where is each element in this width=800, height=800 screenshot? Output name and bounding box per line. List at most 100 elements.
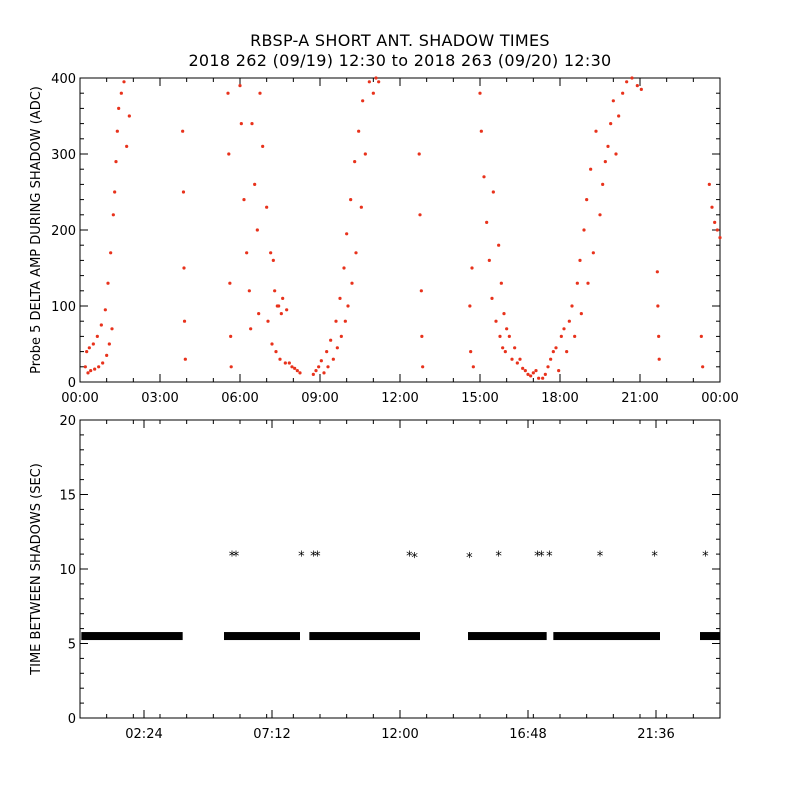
top-y-tick-label: 400 (51, 72, 76, 87)
shadow-interval-outlier: * (411, 551, 418, 566)
shadow-amp-point (468, 304, 472, 308)
top-x-tick-label: 00:00 (61, 391, 98, 406)
shadow-amp-point (119, 91, 123, 95)
shadow-amp-point (487, 258, 491, 262)
shadow-amp-point (103, 308, 107, 312)
shadow-amp-point (715, 228, 719, 232)
shadow-amp-point (609, 122, 613, 126)
bottom-plot-frame (79, 419, 721, 719)
top-plot-frame (79, 77, 721, 383)
shadow-amp-point (345, 232, 349, 236)
shadow-amp-point (363, 152, 367, 156)
shadow-interval-outlier: * (534, 550, 541, 565)
bottom-x-tick-label: 07:12 (253, 727, 290, 742)
shadow-amp-point (245, 251, 249, 255)
shadow-amp-point (314, 369, 318, 373)
shadow-amp-point (261, 144, 265, 148)
shadow-amp-point (494, 319, 498, 323)
shadow-amp-point (334, 319, 338, 323)
shadow-amp-point (490, 296, 494, 300)
shadow-amp-point (183, 357, 187, 361)
bottom-y-tick-label: 20 (59, 414, 76, 429)
shadow-amp-point (87, 346, 91, 350)
top-y-tick-label: 200 (51, 224, 76, 239)
shadow-amp-point (635, 84, 639, 88)
shadow-amp-point (575, 281, 579, 285)
shadow-interval-outlier: * (702, 550, 709, 565)
shadow-amp-point (342, 266, 346, 270)
shadow-amp-point (502, 312, 506, 316)
shadow-amp-point (277, 304, 281, 308)
shadow-amp-point (350, 281, 354, 285)
shadow-amp-point (603, 160, 607, 164)
shadow-amp-point (293, 366, 297, 370)
shadow-interval-outlier: * (310, 550, 317, 565)
shadow-amp-point (278, 357, 282, 361)
shadow-amp-point (541, 376, 545, 380)
shadow-amp-point (591, 251, 595, 255)
bottom-y-axis-label: TIME BETWEEN SHADOWS (SEC) (29, 463, 44, 676)
shadow-amp-point (534, 369, 538, 373)
shadow-amp-point (122, 80, 126, 84)
bottom-x-tick-label: 21:36 (637, 727, 674, 742)
shadow-amp-point (513, 346, 517, 350)
shadow-interval-outlier: * (466, 551, 473, 566)
shadow-amp-point (614, 152, 618, 156)
shadow-amp-point (710, 205, 714, 209)
shadow-amp-point (250, 122, 254, 126)
bottom-y-tick-label: 5 (68, 638, 76, 653)
shadow-amp-point (521, 366, 525, 370)
shadow-amp-point (255, 228, 259, 232)
shadow-amp-point (594, 129, 598, 133)
shadow-amp-point (331, 357, 335, 361)
top-x-tick-label: 09:00 (301, 391, 338, 406)
top-panel: 00:00 03:00 06:00 09:00 12:00 15:00 18:00 21:00… (29, 72, 739, 406)
shadow-amp-point (469, 350, 473, 354)
shadow-interval-band (309, 632, 420, 641)
shadow-amp-point (701, 365, 705, 369)
shadow-amp-point (570, 304, 574, 308)
shadow-amp-point (582, 228, 586, 232)
shadow-amp-point (531, 371, 535, 375)
shadow-amp-point (419, 289, 423, 293)
shadow-amp-point (95, 334, 99, 338)
shadow-interval-outlier: * (314, 550, 321, 565)
shadow-amp-point (110, 327, 114, 331)
shadow-amp-point (99, 323, 103, 327)
shadow-amp-point (106, 281, 110, 285)
shadow-amp-point (273, 289, 277, 293)
shadow-amp-point (287, 361, 291, 365)
shadow-amp-point (510, 357, 514, 361)
shadow-interval-outlier: * (546, 550, 553, 565)
shadow-amp-point (266, 319, 270, 323)
shadow-amp-point (579, 312, 583, 316)
shadow-amp-point (89, 369, 93, 373)
top-x-tick-label: 03:00 (141, 391, 178, 406)
shadow-amp-point (319, 359, 323, 363)
shadow-amp-point (113, 190, 117, 194)
shadow-amp-point (657, 334, 661, 338)
shadow-amp-point (621, 91, 625, 95)
shadow-interval-outlier: * (406, 550, 413, 565)
shadow-amp-point (655, 270, 659, 274)
shadow-amp-point (101, 361, 105, 365)
shadow-interval-band (700, 632, 720, 641)
shadow-amp-point (479, 129, 483, 133)
shadow-amp-point (537, 376, 541, 380)
shadow-amp-point (285, 308, 289, 312)
shadow-amp-point (295, 369, 299, 373)
shadow-amp-point (523, 369, 527, 373)
shadow-interval-outlier: * (233, 550, 240, 565)
shadow-amp-point (707, 182, 711, 186)
shadow-amp-point (559, 334, 563, 338)
shadow-interval-outlier: * (538, 550, 545, 565)
shadow-interval-outlier: * (495, 550, 502, 565)
shadow-amp-point (499, 281, 503, 285)
shadow-amp-point (283, 361, 287, 365)
shadow-amp-point (367, 80, 371, 84)
shadow-amp-point (589, 167, 593, 171)
shadow-amp-point (115, 129, 119, 133)
shadow-amp-point (228, 281, 232, 285)
shadow-amp-point (718, 236, 722, 240)
shadow-amp-point (242, 198, 246, 202)
